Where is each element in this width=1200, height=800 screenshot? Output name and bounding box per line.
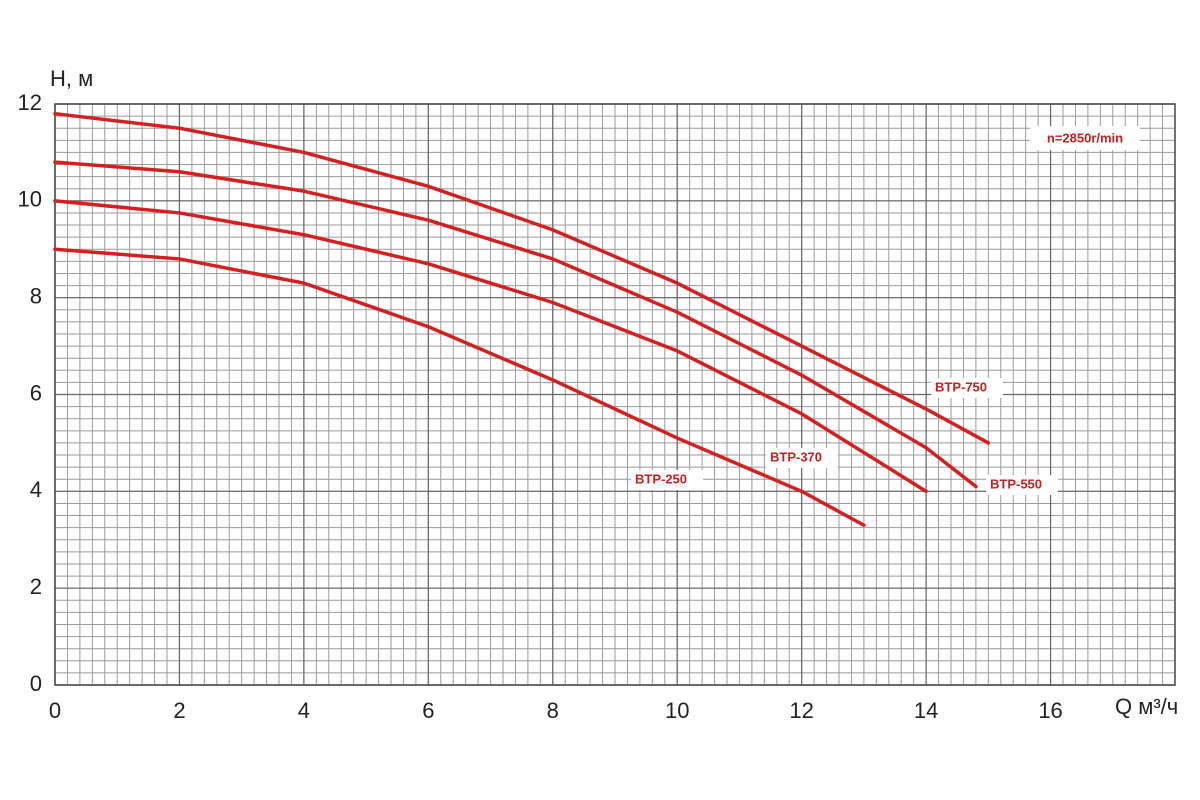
y-tick-label: 6 bbox=[30, 380, 42, 405]
grid bbox=[54, 103, 1176, 686]
series-line bbox=[53, 160, 978, 489]
x-tick-label: 16 bbox=[1038, 698, 1062, 723]
series-line bbox=[53, 247, 866, 527]
y-tick-label: 2 bbox=[30, 574, 42, 599]
x-tick-label: 2 bbox=[173, 698, 185, 723]
series-label-bg bbox=[631, 470, 703, 490]
series-label-bg bbox=[986, 475, 1058, 495]
x-tick-label: 14 bbox=[914, 698, 938, 723]
y-tick-label: 10 bbox=[18, 187, 42, 212]
series-label-bg bbox=[766, 448, 838, 468]
annotation: n=2850r/min bbox=[1047, 130, 1123, 145]
series-label: BTP-550 bbox=[990, 476, 1042, 491]
y-tick-label: 0 bbox=[30, 671, 42, 696]
x-tick-label: 10 bbox=[665, 698, 689, 723]
series-label-bg bbox=[931, 378, 1003, 398]
plot: BTP-750 BTP-550 BTP-370 BTP-250 bbox=[53, 111, 1058, 527]
x-tick-label: 12 bbox=[789, 698, 813, 723]
y-tick-label: 4 bbox=[30, 477, 42, 502]
y-tick-label: 8 bbox=[30, 283, 42, 308]
x-tick-label: 6 bbox=[422, 698, 434, 723]
annotation-box bbox=[1030, 126, 1140, 150]
x-tick-label: 4 bbox=[298, 698, 310, 723]
x-axis-label: Q м³/ч bbox=[1115, 694, 1178, 719]
plot-border bbox=[54, 103, 1176, 686]
y-tick-label: 12 bbox=[18, 90, 42, 115]
series-label: BTP-250 bbox=[635, 471, 687, 486]
x-tick-label: 8 bbox=[547, 698, 559, 723]
x-tick-label: 0 bbox=[49, 698, 61, 723]
series-label: BTP-370 bbox=[770, 449, 822, 464]
series-line bbox=[53, 111, 991, 445]
series-label: BTP-750 bbox=[935, 379, 987, 394]
series-line bbox=[53, 199, 928, 494]
y-axis-label: H, м bbox=[50, 66, 93, 91]
